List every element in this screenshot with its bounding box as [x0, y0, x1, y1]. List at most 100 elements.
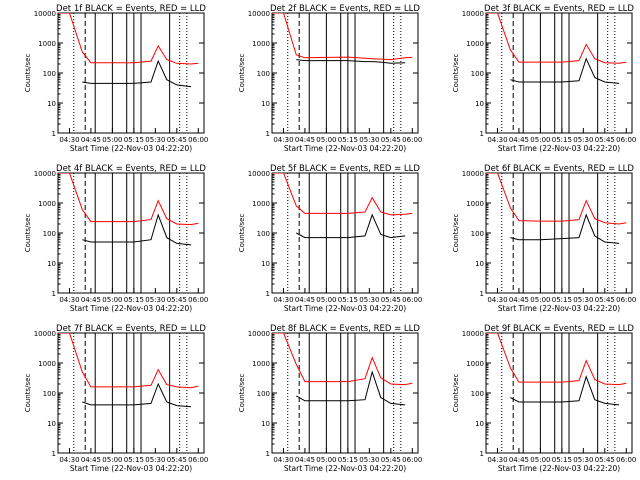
- x-tick-label: 06:00: [188, 456, 208, 464]
- y-tick-label: 100: [43, 390, 56, 398]
- y-tick-label: 10000: [248, 10, 270, 18]
- detector-panel: Det 8f BLACK = Events, RED = LLD 1 10 100 10…: [238, 324, 422, 473]
- panel-title: Det 6f BLACK = Events, RED = LLD: [484, 164, 634, 174]
- y-tick-label: 10000: [462, 10, 484, 18]
- y-axis-label: Counts/sec: [24, 214, 32, 253]
- x-axis-label: Start Time (22-Nov-03 04:22:20): [284, 304, 406, 313]
- x-tick-label: 04:30: [273, 136, 293, 144]
- y-axis-label: Counts/sec: [238, 54, 246, 93]
- x-tick-label: 05:30: [359, 136, 379, 144]
- detector-panel: Det 9f BLACK = Events, RED = LLD 1 10 100 10…: [452, 324, 636, 473]
- x-tick-label: 04:45: [509, 456, 529, 464]
- x-tick-label: 04:30: [59, 456, 79, 464]
- x-tick-label: 05:45: [595, 136, 615, 144]
- x-tick-label: 04:30: [59, 296, 79, 304]
- x-tick-label: 05:15: [124, 136, 144, 144]
- detector-panel: Det 6f BLACK = Events, RED = LLD 1 10 100 10…: [452, 164, 636, 313]
- series-events-line: [82, 382, 192, 408]
- x-tick-label: 05:15: [338, 296, 358, 304]
- y-tick-label: 10000: [248, 170, 270, 178]
- series-lld-line: [486, 173, 627, 225]
- x-tick-label: 05:45: [595, 456, 615, 464]
- x-tick-label: 05:00: [530, 456, 550, 464]
- y-tick-label: 1: [480, 130, 484, 138]
- panel-title: Det 7f BLACK = Events, RED = LLD: [56, 324, 206, 334]
- y-tick-label: 10000: [462, 170, 484, 178]
- x-tick-label: 05:00: [316, 296, 336, 304]
- y-tick-label: 10: [261, 100, 270, 108]
- y-tick-label: 1: [52, 130, 56, 138]
- y-tick-label: 10: [261, 420, 270, 428]
- series-events-line: [510, 213, 620, 244]
- x-tick-label: 05:00: [316, 456, 336, 464]
- x-axis-label: Start Time (22-Nov-03 04:22:20): [70, 464, 192, 473]
- y-tick-label: 1000: [252, 360, 270, 368]
- x-tick-label: 05:45: [381, 296, 401, 304]
- series-events-line: [510, 57, 620, 84]
- y-tick-label: 10000: [34, 10, 56, 18]
- y-tick-label: 1: [266, 130, 270, 138]
- x-tick-label: 05:30: [145, 456, 165, 464]
- x-tick-label: 06:00: [616, 456, 636, 464]
- detector-panel: Det 1f BLACK = Events, RED = LLD 1 10 100 10…: [24, 4, 208, 153]
- x-tick-label: 05:30: [359, 296, 379, 304]
- y-tick-label: 10000: [462, 330, 484, 338]
- panel-title: Det 4f BLACK = Events, RED = LLD: [56, 164, 206, 174]
- x-tick-label: 06:00: [188, 136, 208, 144]
- x-tick-label: 05:00: [102, 456, 122, 464]
- series-events-line: [296, 213, 406, 239]
- x-tick-label: 05:30: [573, 456, 593, 464]
- y-axis-label: Counts/sec: [452, 214, 460, 253]
- plot-frame: [485, 332, 633, 454]
- panel-title: Det 8f BLACK = Events, RED = LLD: [270, 324, 420, 334]
- y-tick-label: 1000: [252, 40, 270, 48]
- x-axis-label: Start Time (22-Nov-03 04:22:20): [284, 144, 406, 153]
- panel-title: Det 1f BLACK = Events, RED = LLD: [56, 4, 206, 14]
- y-tick-label: 100: [257, 70, 270, 78]
- plot-frame: [57, 172, 205, 294]
- x-axis-label: Start Time (22-Nov-03 04:22:20): [498, 144, 620, 153]
- y-tick-label: 10: [47, 100, 56, 108]
- series-lld-line: [58, 173, 199, 226]
- y-tick-label: 1: [52, 290, 56, 298]
- x-tick-label: 04:45: [509, 136, 529, 144]
- x-tick-label: 04:45: [295, 456, 315, 464]
- series-lld-line: [58, 333, 199, 389]
- x-tick-label: 05:15: [338, 136, 358, 144]
- x-tick-label: 05:30: [145, 136, 165, 144]
- plot-frame: [271, 332, 419, 454]
- x-tick-label: 04:45: [81, 456, 101, 464]
- y-tick-label: 1: [266, 290, 270, 298]
- x-axis-label: Start Time (22-Nov-03 04:22:20): [284, 464, 406, 473]
- y-axis-label: Counts/sec: [24, 54, 32, 93]
- x-axis-label: Start Time (22-Nov-03 04:22:20): [70, 304, 192, 313]
- y-tick-label: 10: [475, 260, 484, 268]
- y-tick-label: 100: [471, 230, 484, 238]
- x-tick-label: 04:30: [273, 296, 293, 304]
- series-lld-line: [272, 13, 413, 61]
- y-tick-label: 1000: [466, 360, 484, 368]
- x-tick-label: 05:45: [381, 136, 401, 144]
- series-events-line: [82, 213, 192, 246]
- y-tick-label: 10: [47, 420, 56, 428]
- x-tick-label: 05:15: [552, 456, 572, 464]
- x-tick-label: 04:30: [487, 296, 507, 304]
- x-tick-label: 05:30: [573, 296, 593, 304]
- x-tick-label: 04:45: [295, 296, 315, 304]
- x-tick-label: 05:15: [552, 136, 572, 144]
- x-tick-label: 05:00: [316, 136, 336, 144]
- plot-frame: [485, 12, 633, 134]
- detector-panel: Det 7f BLACK = Events, RED = LLD 1 10 100 10…: [24, 324, 208, 473]
- panel-title: Det 2f BLACK = Events, RED = LLD: [270, 4, 420, 14]
- y-tick-label: 10: [475, 420, 484, 428]
- y-tick-label: 10000: [34, 170, 56, 178]
- y-tick-label: 10: [261, 260, 270, 268]
- series-lld-line: [486, 333, 627, 386]
- x-tick-label: 04:45: [81, 136, 101, 144]
- x-tick-label: 06:00: [188, 296, 208, 304]
- x-tick-label: 06:00: [402, 296, 422, 304]
- detector-panel: Det 3f BLACK = Events, RED = LLD 1 10 100 10…: [452, 4, 636, 153]
- x-tick-label: 05:00: [530, 296, 550, 304]
- y-axis-label: Counts/sec: [24, 374, 32, 413]
